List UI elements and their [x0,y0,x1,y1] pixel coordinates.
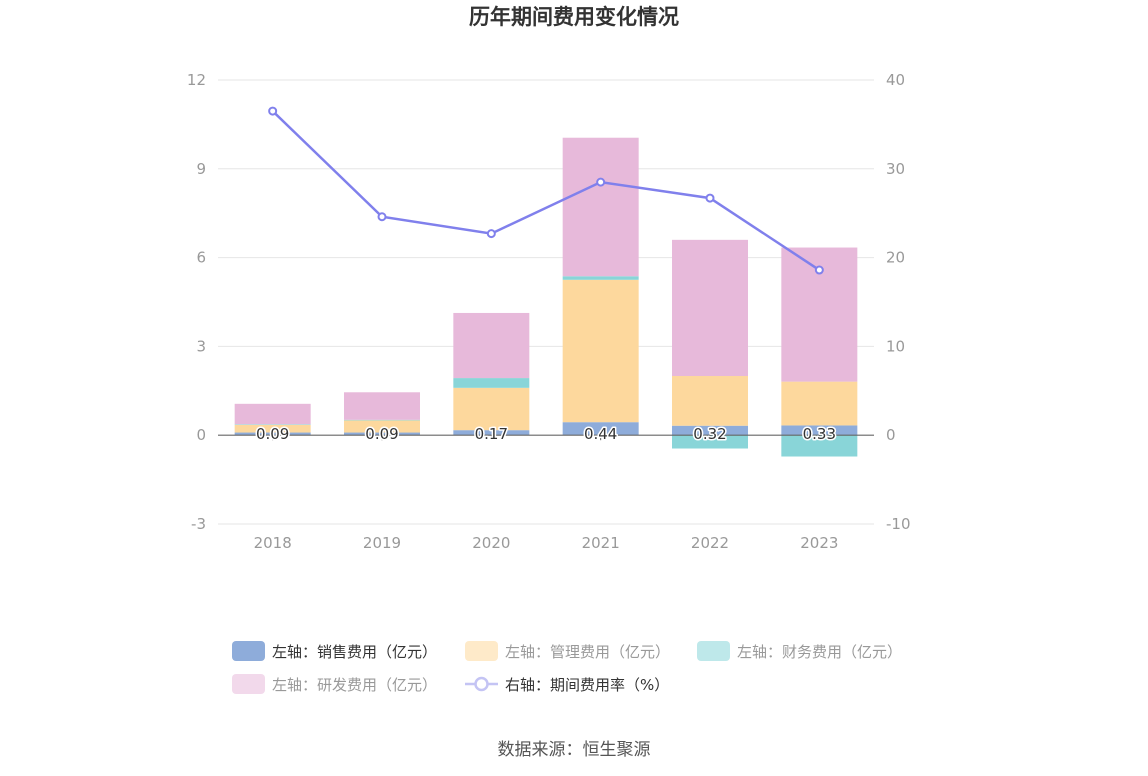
bar-segment [234,424,311,425]
legend-label: 左轴：财务费用（亿元） [737,643,902,661]
right-axis-tick-label: 10 [886,337,905,355]
rate-point [705,193,715,203]
sales-data-label: 0.33 [803,425,836,443]
right-axis-tick-label: 0 [886,426,896,444]
sales-data-label: 0.17 [475,425,508,443]
bar-segment [453,378,530,388]
bar-segment [562,137,639,277]
left-axis-tick-label: 0 [196,426,206,444]
x-axis-ticks: 2018 2019 2020 2021 2022 2023 [254,435,838,552]
sales-data-label: 0.32 [693,425,726,443]
bar-segment [672,425,748,436]
bar-segment [781,425,858,436]
right-axis-tick-label: 40 [886,71,905,89]
bar-series [234,137,858,457]
legend-label: 左轴：研发费用（亿元） [272,676,437,694]
bar-segment [672,239,748,376]
legend: 左轴：销售费用（亿元） 左轴：管理费用（亿元） 左轴：财务费用（亿元） 左轴：研发费用… [232,641,902,694]
x-axis-tick-label: 2020 [472,534,510,552]
bar-segment [344,432,420,436]
source-note: 数据来源：恒生聚源 [498,740,651,760]
bar-segment [344,420,420,433]
sales-data-label: 0.09 [365,425,398,443]
legend-swatch [232,674,265,694]
bar-segment [781,381,858,426]
right-axis-tick-label: -10 [886,515,911,533]
bar-segment [234,432,311,436]
left-axis-ticks: -3 0 3 6 9 12 [187,71,206,533]
bar-segment [234,403,311,425]
bar-segment [672,435,748,449]
sales-data-label: 0.09 [256,425,289,443]
bar-segment [344,392,420,420]
bar-segment [234,424,311,433]
data-labels: 0.09 0.09 0.17 0.44 0.32 0.33 [254,424,837,445]
chart-title: 历年期间费用变化情况 [469,5,679,29]
bar-segment [562,276,639,280]
left-axis-tick-label: 6 [196,249,206,267]
legend-swatch [232,641,265,661]
legend-swatch [465,641,498,661]
rate-point [596,177,606,187]
rate-line [271,110,821,272]
left-axis-tick-label: 3 [196,337,206,355]
rate-point [814,265,824,275]
rate-point [486,229,496,239]
left-axis-tick-label: -3 [191,515,206,533]
bar-segment [453,430,530,436]
x-axis-tick-label: 2023 [800,534,838,552]
bar-segment [672,376,748,426]
x-axis-tick-label: 2019 [363,534,401,552]
bar-segment [562,422,639,436]
left-axis-tick-label: 12 [187,71,206,89]
bar-segment [562,279,639,423]
sales-data-label: 0.44 [584,425,617,443]
rate-point [377,212,387,222]
bar-segment [781,435,858,457]
x-axis-tick-label: 2021 [582,534,620,552]
legend-swatch [697,641,730,661]
rate-line-series [268,106,824,275]
x-axis-tick-label: 2022 [691,534,729,552]
right-axis-tick-label: 30 [886,160,905,178]
legend-label: 左轴：管理费用（亿元） [505,643,670,661]
bar-segment [453,312,530,379]
bar-segment [344,419,420,421]
legend-label: 左轴：销售费用（亿元） [272,643,437,661]
bar-segment [453,387,530,431]
right-axis-tick-label: 20 [886,249,905,267]
left-axis-tick-label: 9 [196,160,206,178]
x-axis-tick-label: 2018 [254,534,292,552]
right-axis-ticks: -10 0 10 20 30 40 [886,71,911,533]
legend-marker [474,676,489,692]
grid-lines [218,79,874,525]
rate-point [268,106,278,116]
legend-label: 右轴：期间费用率（%） [505,676,669,694]
